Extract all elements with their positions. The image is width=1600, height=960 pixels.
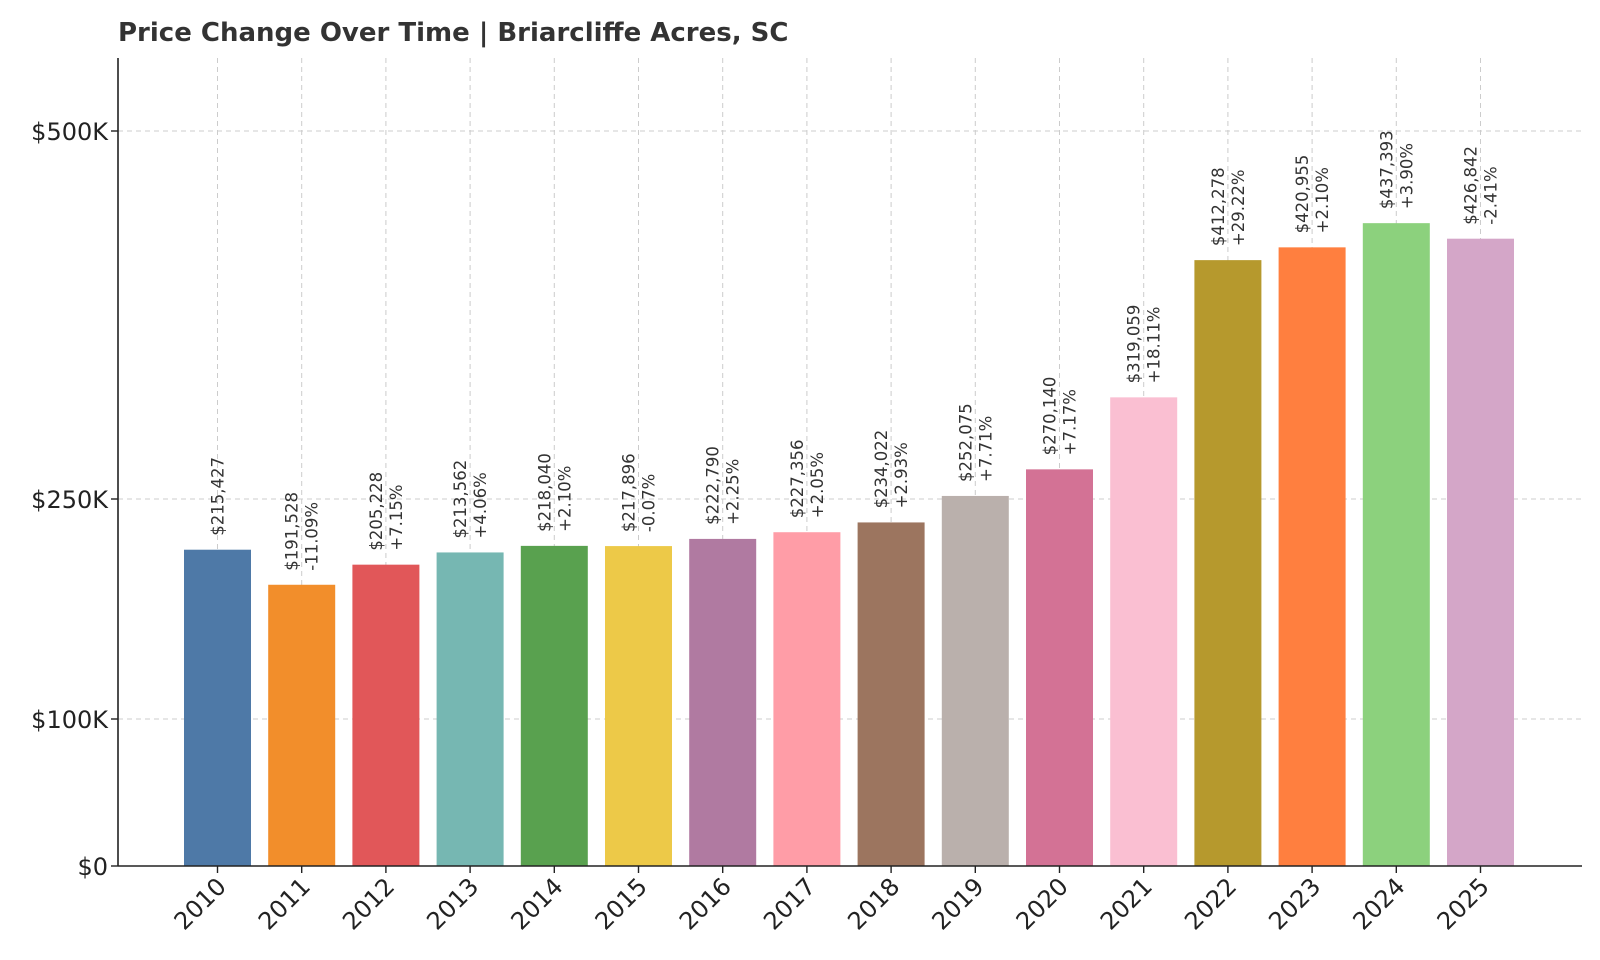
bar-2023: [1278, 247, 1346, 866]
bar-label-2024: $437,393 +3.90%: [1377, 130, 1416, 209]
bar-2021: [1110, 397, 1178, 866]
value-label: $426,842: [1462, 146, 1481, 225]
change-label: +2.93%: [892, 442, 911, 508]
value-label: $420,955: [1293, 155, 1312, 234]
value-label: $217,896: [620, 453, 639, 532]
x-tick-label-2019: 2019: [927, 872, 990, 935]
bar-2022: [1194, 260, 1262, 866]
value-label: $319,059: [1125, 305, 1144, 384]
x-tick-label-2017: 2017: [758, 872, 821, 935]
value-label: $412,278: [1209, 167, 1228, 246]
y-tick-label: $100K: [31, 706, 109, 734]
x-tick-label-2024: 2024: [1348, 872, 1411, 935]
bar-label-2023: $420,955 +2.10%: [1293, 155, 1332, 234]
value-label: $218,040: [535, 453, 554, 532]
change-label: -11.09%: [303, 502, 322, 571]
value-label: $215,427: [209, 457, 228, 536]
change-label: -2.41%: [1482, 166, 1501, 224]
bar-2013: [436, 552, 504, 866]
value-label: $213,562: [451, 460, 470, 539]
x-tick-label-2016: 2016: [674, 872, 737, 935]
bar-label-2015: $217,896 -0.07%: [620, 453, 659, 532]
bar-2014: [520, 545, 588, 866]
change-label: +2.10%: [1313, 167, 1332, 233]
bar-label-2016: $222,790 +2.25%: [704, 446, 743, 525]
bar-label-2014: $218,040 +2.10%: [535, 453, 574, 532]
bar-label-2020: $270,140 +7.17%: [1041, 377, 1080, 456]
value-label: $437,393: [1377, 130, 1396, 209]
bar-label-2025: $426,842 -2.41%: [1462, 146, 1501, 225]
grid-lines: [118, 58, 1582, 866]
bar-labels: $215,427 $191,528 -11.09% $205,228 +7.15% $21…: [209, 130, 1501, 570]
bar-label-2021: $319,059 +18.11%: [1125, 305, 1164, 384]
bar-label-2012: $205,228 +7.15%: [367, 472, 406, 551]
value-label: $222,790: [704, 446, 723, 525]
bar-2011: [268, 584, 336, 866]
x-tick-label-2021: 2021: [1095, 872, 1158, 935]
bar-2015: [605, 546, 672, 866]
bar-label-2013: $213,562 +4.06%: [451, 460, 490, 539]
axes: [117, 58, 1582, 867]
x-tick-label-2015: 2015: [590, 872, 653, 935]
y-tick-label: $500K: [31, 118, 109, 146]
change-label: +2.05%: [808, 452, 827, 518]
value-label: $234,022: [872, 430, 891, 509]
change-label: +2.25%: [724, 459, 743, 525]
bar-label-2019: $252,075 +7.71%: [956, 403, 995, 482]
bar-2024: [1362, 223, 1430, 867]
bar-label-2018: $234,022 +2.93%: [872, 430, 911, 509]
bar-2025: [1447, 238, 1514, 866]
change-label: +18.11%: [1145, 307, 1164, 384]
change-label: -0.07%: [640, 474, 659, 532]
change-label: +2.10%: [555, 466, 574, 532]
chart-title: Price Change Over Time | Briarcliffe Acr…: [118, 18, 789, 48]
bar-2012: [352, 564, 420, 866]
x-tick-label-2014: 2014: [506, 872, 569, 935]
change-label: +7.15%: [387, 484, 406, 550]
bar-2017: [773, 532, 841, 866]
y-tick-label: $0: [77, 853, 108, 881]
value-label: $227,356: [788, 439, 807, 518]
x-tick-label-2025: 2025: [1432, 872, 1495, 935]
x-tick-label-2020: 2020: [1011, 872, 1074, 935]
x-tick-label-2023: 2023: [1263, 872, 1326, 935]
value-label: $252,075: [956, 403, 975, 482]
change-label: +29.22%: [1229, 169, 1248, 246]
value-label: $270,140: [1041, 377, 1060, 456]
x-tick-label-2011: 2011: [253, 872, 316, 935]
x-tick-label-2018: 2018: [842, 872, 905, 935]
x-tick-label-2022: 2022: [1179, 872, 1242, 935]
bar-label-2010: $215,427: [209, 457, 228, 536]
bar-label-2017: $227,356 +2.05%: [788, 439, 827, 518]
change-label: +4.06%: [471, 472, 490, 538]
x-tick-label-2010: 2010: [169, 872, 232, 935]
bar-2016: [689, 538, 757, 866]
value-label: $191,528: [283, 492, 302, 571]
bar-2020: [1026, 469, 1093, 866]
change-label: +3.90%: [1397, 143, 1416, 209]
y-tick-label: $250K: [31, 486, 109, 514]
x-tick-label-2012: 2012: [337, 872, 400, 935]
bar-2010: [184, 549, 251, 866]
bars: [184, 223, 1514, 867]
x-tick-label-2013: 2013: [421, 872, 484, 935]
bar-2019: [941, 495, 1009, 866]
bar-label-2011: $191,528 -11.09%: [283, 492, 322, 571]
bar-2018: [857, 522, 925, 866]
x-tick-labels: 2010 2011 2012 2013 2014 2015 2016 2017 2018 2019…: [169, 866, 1495, 935]
bar-label-2022: $412,278 +29.22%: [1209, 167, 1248, 246]
value-label: $205,228: [367, 472, 386, 551]
change-label: +7.17%: [1061, 389, 1080, 455]
y-tick-labels: $0 $100K $250K $500K: [31, 118, 118, 881]
change-label: +7.71%: [976, 416, 995, 482]
